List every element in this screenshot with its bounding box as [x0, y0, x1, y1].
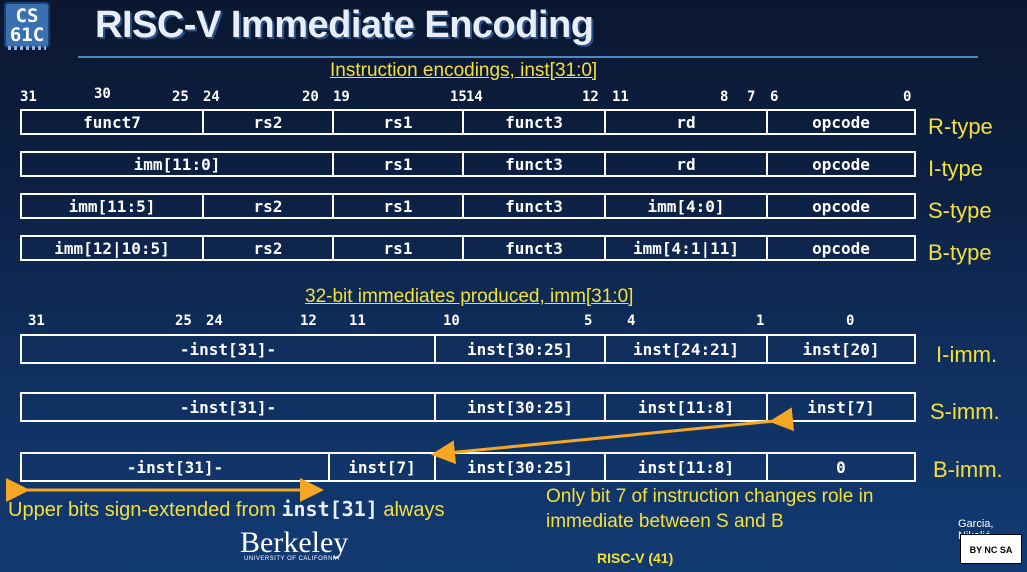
bit-label: 12: [300, 313, 317, 329]
field-imm: imm[11:0]: [22, 153, 334, 175]
logo-line2: 61C: [9, 24, 45, 46]
field-opcode: opcode: [812, 238, 870, 258]
bit-label: 31: [28, 313, 45, 329]
title-rule: [78, 56, 978, 58]
imm-field: inst[7]: [807, 397, 875, 417]
bit-label: 31: [20, 89, 37, 105]
berkeley-subtitle: UNIVERSITY OF CALIFORNIA: [244, 556, 340, 562]
bit-label: 25: [175, 313, 192, 329]
field-imm-low: imm[4:1|11]: [606, 237, 768, 259]
field-rs1: rs1: [334, 111, 464, 133]
i-imm-row: -inst[31]- inst[30:25] inst[24:21] inst[…: [20, 334, 916, 364]
bit-label: 6: [770, 89, 779, 105]
field-imm-low: imm[4:0]: [606, 195, 768, 217]
slide-number: RISC-V (41): [597, 550, 674, 566]
field-opcode: opcode: [812, 154, 870, 174]
field-opcode: opcode: [812, 112, 870, 132]
field-funct3: funct3: [464, 195, 606, 217]
field-funct3: funct3: [464, 237, 606, 259]
field-funct7: funct7: [22, 111, 204, 133]
imm-field: 0: [836, 457, 846, 477]
field-rs2: rs2: [204, 237, 334, 259]
slide-title: RISC-V Immediate Encoding: [95, 4, 594, 46]
i-type-row: imm[11:0] rs1 funct3 rd opcode: [20, 151, 916, 177]
sign-extend-note: Upper bits sign-extended from inst[31] a…: [8, 497, 445, 522]
bit-label: 15: [450, 89, 467, 105]
sign-extend-suffix: always: [377, 499, 445, 521]
bit-label: 1: [756, 313, 765, 329]
bit7-note-line1: Only bit 7 of instruction changes role i…: [546, 486, 874, 507]
bit-label: 25: [172, 89, 189, 105]
field-imm-high: imm[12|10:5]: [22, 237, 204, 259]
field-rs2: rs2: [204, 111, 334, 133]
bit-label: 20: [302, 89, 319, 105]
field-opcode: opcode: [812, 196, 870, 216]
bit-label: 0: [846, 313, 855, 329]
encodings-heading: Instruction encodings, inst[31:0]: [330, 60, 598, 81]
bit-label: 14: [466, 89, 483, 105]
bit7-swap-arrow: [431, 407, 795, 465]
field-funct3: funct3: [464, 153, 606, 175]
bit-label: 10: [443, 313, 460, 329]
bit-label: 5: [584, 313, 593, 329]
r-type-row: funct7 rs2 rs1 funct3 rd opcode: [20, 109, 916, 135]
field-imm-high: imm[11:5]: [22, 195, 204, 217]
bit-label: 11: [612, 89, 629, 105]
i-imm-label: I-imm.: [936, 342, 998, 367]
imm-sign-ext: -inst[31]-: [22, 394, 436, 420]
b-type-row: imm[12|10:5] rs2 rs1 funct3 imm[4:1|11] …: [20, 235, 916, 261]
bit-label: 0: [903, 89, 912, 105]
bit-label: 24: [203, 89, 220, 105]
field-rs1: rs1: [334, 237, 464, 259]
r-type-label: R-type: [928, 114, 993, 139]
sign-extend-prefix: Upper bits sign-extended from: [8, 499, 282, 521]
bit7-note: Only bit 7 of instruction changes role i…: [546, 484, 873, 534]
field-funct3: funct3: [464, 111, 606, 133]
field-rd: rd: [606, 111, 768, 133]
bit-label: 11: [349, 313, 366, 329]
bit-label: 4: [627, 313, 636, 329]
sign-extend-code: inst[31]: [281, 497, 378, 521]
field-rd: rd: [606, 153, 768, 175]
s-type-row: imm[11:5] rs2 rs1 funct3 imm[4:0] opcode: [20, 193, 916, 219]
s-type-label: S-type: [928, 198, 992, 223]
bit-label: 30: [94, 86, 111, 102]
field-rs1: rs1: [334, 195, 464, 217]
bit-label: 8: [720, 89, 729, 105]
imm-field: inst[24:21]: [606, 336, 768, 362]
cs61c-logo: CS 61C: [4, 2, 50, 48]
s-imm-label: S-imm.: [930, 399, 1000, 424]
imm-sign-ext: -inst[31]-: [22, 454, 330, 480]
immediates-heading: 32-bit immediates produced, imm[31:0]: [305, 286, 634, 307]
b-type-label: B-type: [928, 240, 992, 265]
imm-field: inst[30:25]: [436, 336, 606, 362]
field-rs2: rs2: [204, 195, 334, 217]
imm-field: inst[7]: [330, 454, 436, 480]
field-rs1: rs1: [334, 153, 464, 175]
berkeley-logo: Berkeley: [240, 526, 349, 559]
bit-label: 19: [333, 89, 350, 105]
imm-field: inst[20]: [802, 339, 880, 359]
logo-line1: CS: [15, 5, 39, 27]
bit-label: 7: [747, 89, 756, 105]
i-type-label: I-type: [928, 156, 984, 181]
imm-sign-ext: -inst[31]-: [22, 336, 436, 362]
bit-label: 12: [582, 89, 599, 105]
bit7-note-line2: immediate between S and B: [546, 511, 784, 532]
b-imm-label: B-imm.: [933, 457, 1003, 482]
logo-dots: [8, 46, 46, 50]
cc-license-badge: BY NC SA: [960, 534, 1022, 564]
bit-label: 24: [206, 313, 223, 329]
